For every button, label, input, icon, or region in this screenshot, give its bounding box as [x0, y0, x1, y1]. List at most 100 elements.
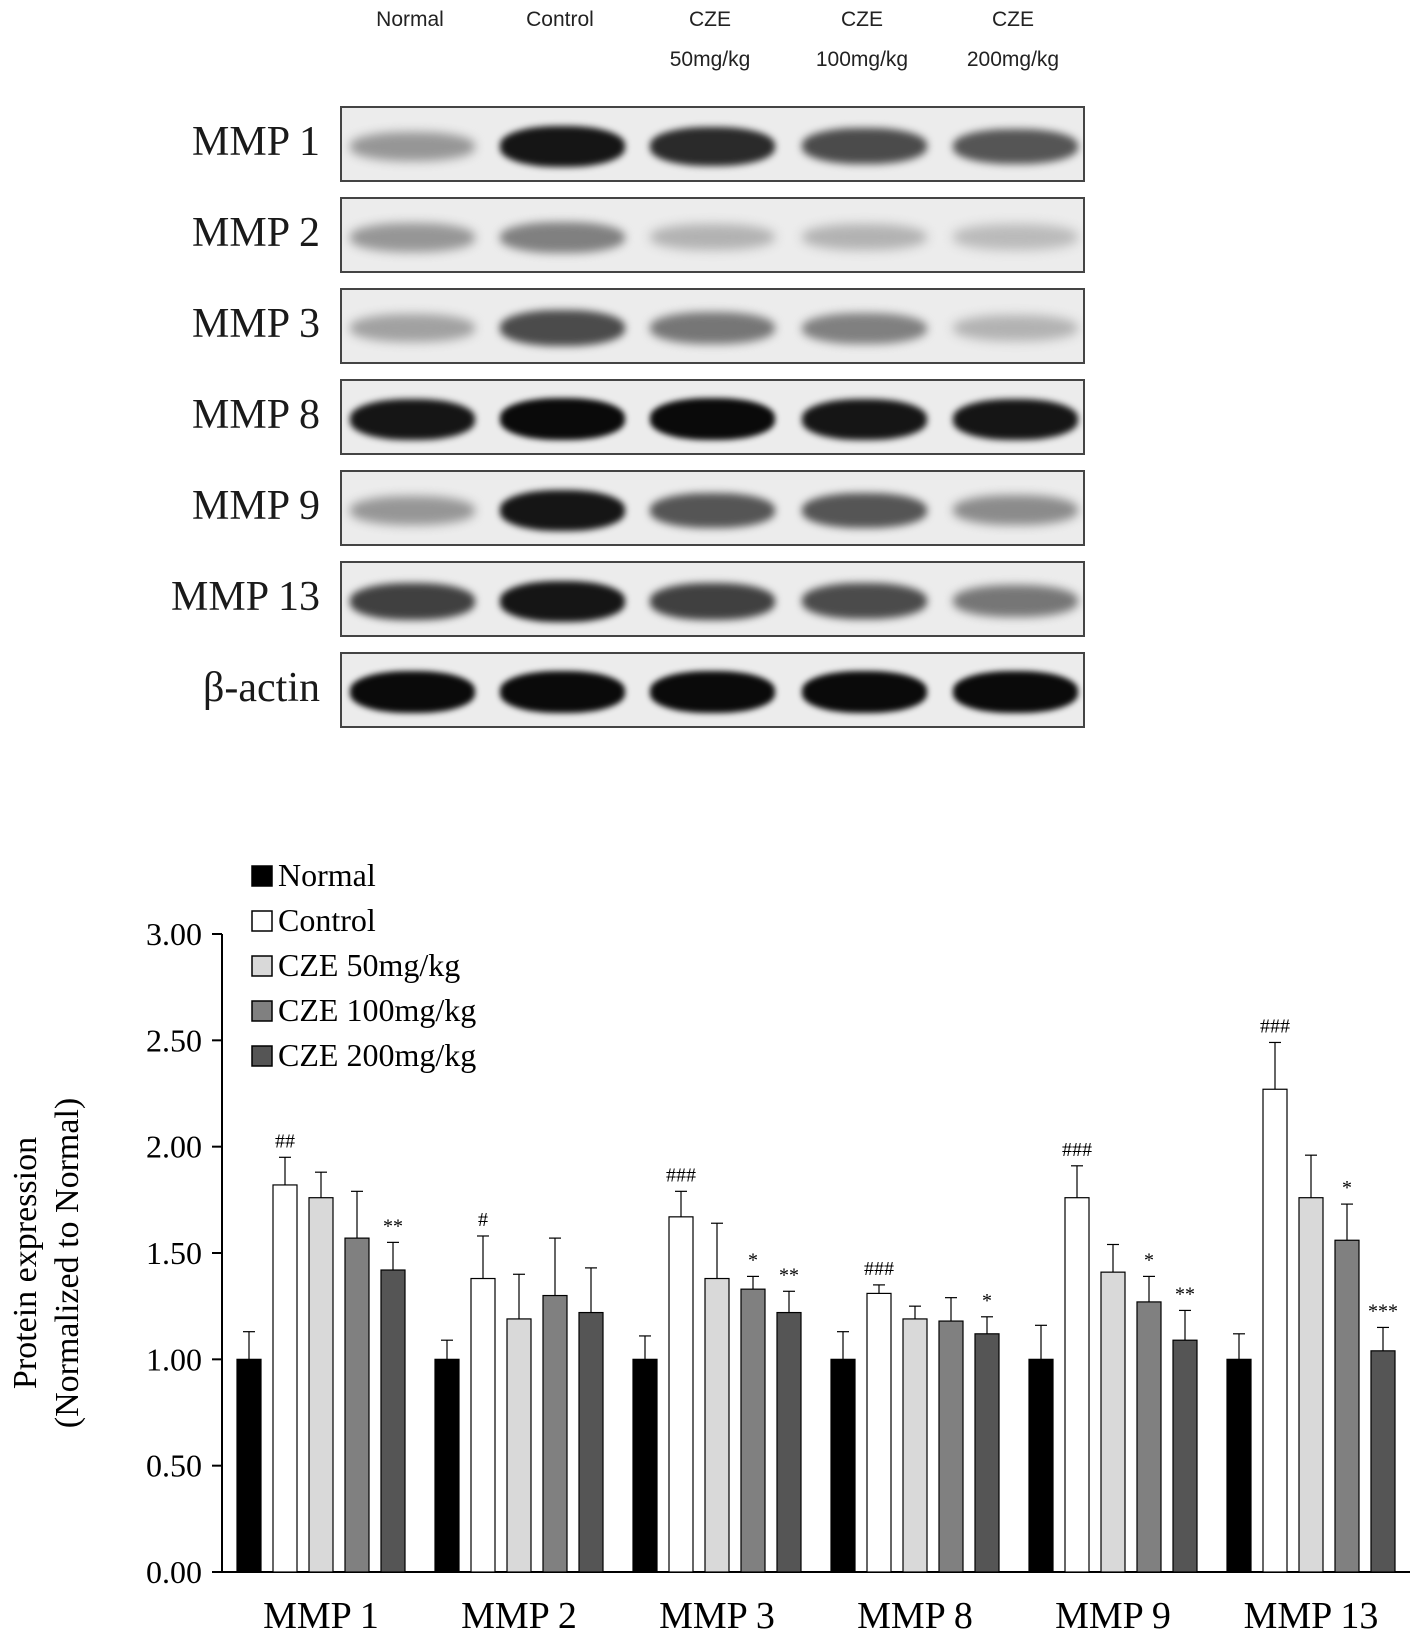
bar	[470, 1277, 496, 1573]
blot-lane-header: CZE 200mg/kg	[943, 0, 1083, 80]
blot-band	[801, 492, 927, 528]
significance-marker: ###	[1260, 1015, 1290, 1037]
bar	[542, 1294, 568, 1573]
blot-band	[801, 128, 927, 164]
lane-label-line2: 100mg/kg	[815, 48, 909, 71]
blot-row-label: MMP 2	[192, 210, 320, 256]
blot-row-label: MMP 1	[192, 119, 320, 165]
legend-label: CZE 100mg/kg	[278, 992, 476, 1028]
blot-band	[952, 128, 1078, 164]
blot-band	[349, 398, 475, 440]
lane-label-line1: Normal	[376, 8, 444, 31]
bar	[704, 1277, 730, 1573]
blot-lane-header: Normal	[340, 0, 480, 40]
legend-label: CZE 200mg/kg	[278, 1037, 476, 1073]
bar	[1262, 1088, 1288, 1573]
significance-marker: *	[1144, 1249, 1154, 1271]
blot-band	[952, 224, 1078, 250]
bar	[1100, 1271, 1126, 1573]
y-tick-label: 1.00	[146, 1341, 202, 1377]
bar	[668, 1216, 694, 1573]
blot-band	[499, 671, 625, 713]
blot-panel	[340, 652, 1085, 728]
blot-band	[952, 671, 1078, 713]
bar	[236, 1358, 262, 1573]
legend-swatch	[251, 1045, 273, 1067]
bar	[866, 1292, 892, 1573]
lane-label-line2: 50mg/kg	[669, 48, 751, 71]
blot-band	[499, 489, 625, 531]
blot-row-label: MMP 9	[192, 483, 320, 529]
bar	[1064, 1197, 1090, 1573]
bar	[434, 1358, 460, 1573]
legend-swatch	[251, 910, 273, 932]
blot-band	[952, 495, 1078, 525]
bar	[830, 1358, 856, 1573]
bar	[776, 1311, 802, 1573]
lane-label-line1: CZE	[992, 8, 1034, 31]
significance-marker: ###	[666, 1164, 696, 1186]
y-axis-label-secondary: (Normalized to Normal)	[49, 1098, 86, 1428]
blot-band	[349, 314, 475, 342]
blot-band	[499, 310, 625, 346]
bar	[902, 1318, 928, 1573]
y-tick-label: 2.50	[146, 1022, 202, 1058]
x-tick-label: MMP 1	[263, 1595, 379, 1637]
bar	[506, 1318, 532, 1573]
lane-label-line1: CZE	[841, 8, 883, 31]
legend-label: Control	[278, 902, 376, 938]
bar	[1172, 1339, 1198, 1573]
lane-label-line1: Control	[526, 8, 594, 31]
y-tick-label: 2.00	[146, 1129, 202, 1165]
blot-band	[801, 223, 927, 251]
significance-marker: *	[982, 1290, 992, 1312]
lane-label-line2: 200mg/kg	[966, 48, 1060, 71]
blot-panel	[340, 106, 1085, 182]
blot-band	[349, 582, 475, 620]
legend-swatch	[251, 865, 273, 887]
blot-band	[952, 314, 1078, 342]
bar	[344, 1237, 370, 1573]
x-tick-label: MMP 9	[1055, 1595, 1171, 1637]
blot-band	[349, 131, 475, 161]
blot-row-label: MMP 3	[192, 301, 320, 347]
blot-panel	[340, 470, 1085, 546]
blot-band	[801, 671, 927, 713]
bar	[308, 1197, 334, 1573]
bar	[1136, 1301, 1162, 1573]
bar	[974, 1333, 1000, 1573]
blot-band	[649, 492, 775, 528]
blot-band	[649, 671, 775, 713]
legend-swatch	[251, 955, 273, 977]
lane-label-line1: CZE	[689, 8, 731, 31]
significance-marker: *	[1342, 1177, 1352, 1199]
blot-band	[349, 671, 475, 713]
blot-band	[499, 398, 625, 440]
significance-marker: **	[779, 1264, 799, 1286]
significance-marker: **	[383, 1215, 403, 1237]
blot-band	[349, 222, 475, 252]
blot-band	[649, 312, 775, 344]
bar	[1028, 1358, 1054, 1573]
x-tick-label: MMP 3	[659, 1595, 775, 1637]
bar	[1334, 1239, 1360, 1573]
blot-band	[649, 582, 775, 620]
blot-panel	[340, 561, 1085, 637]
x-tick-label: MMP 2	[461, 1595, 577, 1637]
significance-marker: **	[1175, 1283, 1195, 1305]
x-tick-label: MMP 8	[857, 1595, 973, 1637]
bar	[272, 1184, 298, 1573]
x-tick-label: MMP 13	[1244, 1595, 1379, 1637]
blot-panel	[340, 197, 1085, 273]
blot-lane-header: CZE 100mg/kg	[792, 0, 932, 80]
blot-panel	[340, 379, 1085, 455]
bar	[1298, 1197, 1324, 1573]
blot-band	[649, 126, 775, 166]
bar	[1226, 1358, 1252, 1573]
bar	[380, 1269, 406, 1573]
blot-row-label: MMP 13	[171, 574, 320, 620]
blot-band	[649, 223, 775, 251]
blot-row-label: MMP 8	[192, 392, 320, 438]
legend-label: Normal	[278, 860, 376, 893]
y-tick-label: 0.00	[146, 1554, 202, 1590]
